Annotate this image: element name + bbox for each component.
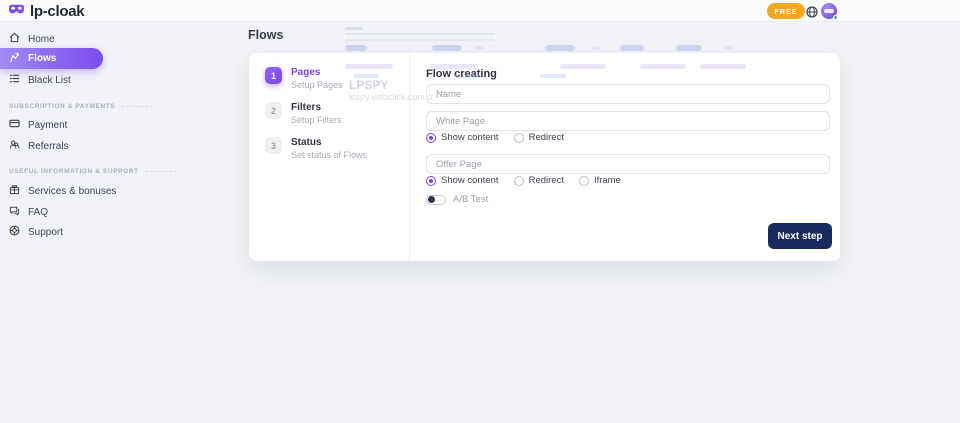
top-bar: lp-cloak FREE: [0, 0, 960, 22]
sidebar-item-label: Black List: [28, 74, 71, 86]
radio-circle-icon: [426, 132, 436, 143]
radio-circle-icon: [426, 175, 436, 186]
mask-logo-icon: [8, 2, 25, 20]
offer-page-input[interactable]: [426, 154, 830, 174]
logo[interactable]: lp-cloak: [8, 2, 85, 20]
ab-test-label: A/B Test: [453, 194, 489, 205]
radio-circle-icon: [578, 175, 589, 186]
online-status-dot: [833, 15, 838, 20]
radio-show-content[interactable]: Show content: [426, 132, 499, 143]
stepper-step-pages[interactable]: 1 Pages Setup Pages: [265, 67, 343, 90]
ab-test-toggle-row: A/B Test: [426, 194, 488, 205]
radio-redirect[interactable]: Redirect: [513, 132, 564, 143]
logo-text: lp-cloak: [30, 2, 85, 20]
language-globe-icon[interactable]: [806, 5, 818, 18]
sidebar-item-label: Payment: [28, 119, 68, 131]
home-icon: [9, 32, 20, 46]
page-title: Flows: [248, 28, 284, 42]
sidebar-item-label: Referrals: [28, 140, 69, 152]
radio-redirect[interactable]: Redirect: [513, 175, 564, 186]
next-step-button[interactable]: Next step: [768, 223, 832, 249]
modal-divider: [409, 53, 410, 261]
step-subtitle: Set status of Flows: [291, 150, 368, 160]
toggle-knob-icon: [428, 196, 435, 203]
sidebar-item-label: Support: [28, 226, 64, 238]
name-input[interactable]: [426, 84, 830, 104]
step-title: Filters: [291, 102, 322, 113]
free-plan-badge[interactable]: FREE: [767, 3, 805, 19]
sidebar-item-home[interactable]: Home: [0, 31, 55, 47]
offer-page-mode-group: Show content Redirect Iframe: [426, 175, 621, 186]
sidebar-section-support: USEFUL INFORMATION & SUPPORT: [9, 168, 189, 175]
users-icon: [9, 139, 20, 153]
sidebar-item-black-list[interactable]: Black List: [0, 72, 71, 88]
sidebar-item-faq[interactable]: FAQ: [0, 204, 48, 220]
modal-title: Flow creating: [426, 68, 497, 80]
white-page-mode-group: Show content Redirect: [426, 132, 564, 143]
flows-icon: [9, 52, 20, 66]
credit-card-icon: [9, 118, 20, 132]
sidebar-item-support[interactable]: Support: [0, 224, 63, 240]
avatar-visor: [824, 9, 834, 13]
sidebar-item-payment[interactable]: Payment: [0, 117, 67, 133]
lifebuoy-icon: [9, 225, 20, 239]
sidebar-item-flows[interactable]: Flows: [0, 48, 103, 69]
step-title: Pages: [291, 67, 321, 78]
stepper-step-filters[interactable]: 2 Filters Setup Filters: [265, 102, 342, 125]
ab-test-toggle[interactable]: [426, 194, 446, 205]
gift-icon: [9, 184, 20, 198]
chat-icon: [9, 205, 20, 219]
step-subtitle: Setup Filters: [291, 115, 342, 125]
step-number: 1: [265, 67, 282, 84]
sidebar-section-subscription: SUBSCRIPTION & PAYMENTS: [9, 103, 189, 110]
step-subtitle: Setup Pages: [291, 80, 343, 90]
sidebar-item-label: FAQ: [28, 206, 49, 218]
radio-iframe[interactable]: Iframe: [578, 175, 621, 186]
sidebar-item-referrals[interactable]: Referrals: [0, 138, 69, 154]
user-avatar[interactable]: [821, 3, 838, 20]
stepper-step-status[interactable]: 3 Status Set status of Flows: [265, 137, 367, 160]
sidebar-item-label: Services & bonuses: [28, 185, 117, 197]
sidebar-item-label: Flows: [28, 53, 57, 64]
sidebar-item-label: Home: [28, 33, 55, 45]
white-page-input[interactable]: [426, 111, 830, 131]
step-number: 2: [265, 102, 282, 119]
flow-creating-modal: 1 Pages Setup Pages 2 Filters Setup Filt…: [249, 53, 840, 261]
radio-show-content[interactable]: Show content: [426, 175, 499, 186]
radio-circle-icon: [513, 132, 524, 143]
step-number: 3: [265, 137, 282, 154]
step-title: Status: [291, 137, 322, 148]
radio-circle-icon: [513, 175, 524, 186]
sidebar-item-services[interactable]: Services & bonuses: [0, 183, 116, 199]
list-icon: [9, 73, 20, 87]
